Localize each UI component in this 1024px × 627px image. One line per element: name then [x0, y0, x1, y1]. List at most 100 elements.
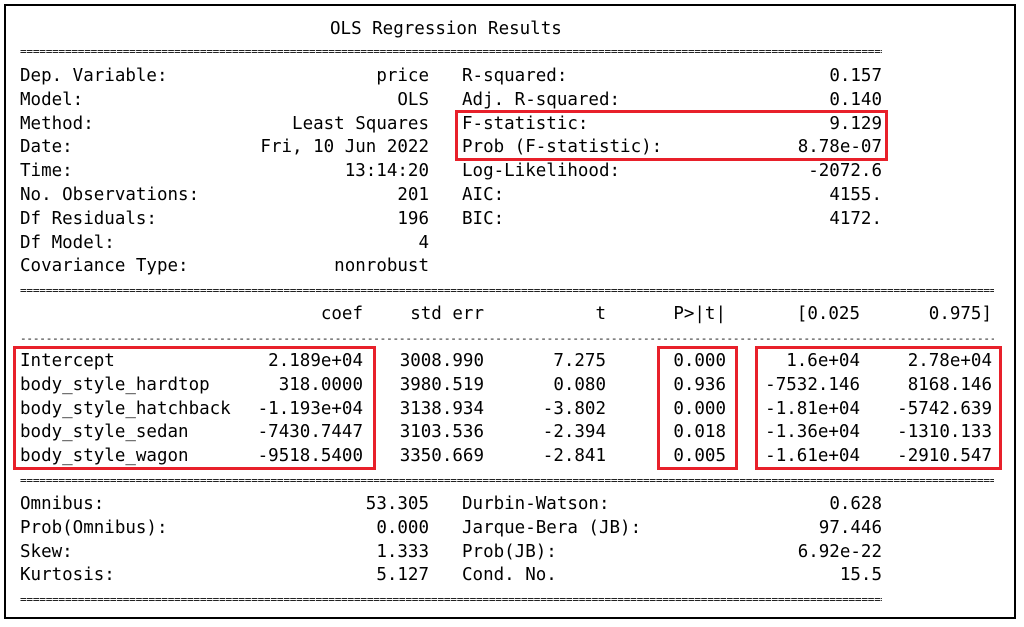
coef-cell-p: 0.018: [673, 422, 726, 443]
summary-left-value: nonrobust: [334, 256, 429, 277]
highlight-coef-box: [13, 346, 376, 470]
rule-top-1: ========================================…: [20, 46, 882, 58]
coef-cell-p: 0.000: [673, 398, 726, 419]
coef-cell-ci-low: -1.81e+04: [765, 398, 860, 419]
summary-right-label: F-statistic:: [462, 113, 589, 134]
summary-left-label: Dep. Variable:: [20, 66, 168, 86]
diag-left-label: Omnibus:: [20, 494, 105, 514]
summary-right-value: 0.140: [829, 89, 882, 110]
summary-right-value: 0.157: [829, 66, 882, 86]
coef-cell-ci-high: -1310.133: [897, 422, 992, 443]
diag-right-label: Durbin-Watson:: [462, 494, 610, 514]
summary-left-value: OLS: [397, 89, 429, 110]
summary-left-value: 13:14:20: [344, 161, 429, 182]
coef-header-cell: [0.025: [796, 304, 860, 324]
coef-header-cell: P>|t|: [673, 304, 726, 324]
rule-bottom: ========================================…: [20, 594, 882, 606]
coef-cell-coef: -9518.5400: [257, 446, 363, 467]
diag-right-value: 6.92e-22: [797, 541, 882, 562]
highlight-pvalue-box: [657, 346, 738, 470]
summary-left-label: Df Residuals:: [20, 208, 157, 229]
summary-left-value: Least Squares: [292, 113, 429, 134]
diag-right-label: Jarque-Bera (JB):: [462, 517, 642, 538]
diag-left-value: 5.127: [376, 565, 429, 586]
coef-cell-t: -2.841: [542, 446, 606, 467]
coef-cell-coef: -1.193e+04: [257, 398, 363, 419]
coef-row-name: body_style_sedan: [20, 422, 189, 443]
coef-cell-p: 0.936: [673, 374, 726, 395]
coef-header-cell: 0.975]: [928, 304, 992, 324]
summary-right-label: Log-Likelihood:: [462, 161, 621, 182]
rule-dash-1: ----------------------------------------…: [20, 333, 994, 345]
summary-left-label: No. Observations:: [20, 185, 200, 205]
diag-right-label: Prob(JB):: [462, 541, 557, 562]
coef-cell-ci-low: 1.6e+04: [786, 351, 860, 371]
summary-right-value: 8.78e-07: [797, 137, 882, 158]
summary-left-value: price: [376, 66, 429, 86]
diag-right-value: 97.446: [818, 517, 882, 538]
diag-left-value: 53.305: [365, 494, 429, 514]
summary-left-value: 4: [418, 232, 429, 253]
summary-right-label: AIC:: [462, 185, 505, 205]
coef-cell-coef: 2.189e+04: [268, 351, 363, 371]
coef-cell-std-err: 3008.990: [399, 351, 484, 371]
summary-right-value: 9.129: [829, 113, 882, 134]
diag-right-label: Cond. No.: [462, 565, 557, 586]
summary-left-value: 201: [397, 185, 429, 205]
summary-left-label: Date:: [20, 137, 73, 158]
coef-row-name: body_style_wagon: [20, 446, 189, 467]
coef-cell-coef: -7430.7447: [257, 422, 363, 443]
coef-cell-coef: 318.0000: [278, 374, 363, 395]
coef-cell-p: 0.005: [673, 446, 726, 467]
highlight-f-statistic-box: [455, 110, 888, 161]
coef-header-cell: std err: [410, 304, 484, 324]
coef-row-name: body_style_hardtop: [20, 374, 210, 395]
coef-cell-std-err: 3103.536: [399, 422, 484, 443]
page-title: OLS Regression Results: [330, 19, 562, 39]
coef-cell-ci-low: -1.36e+04: [765, 422, 860, 443]
coef-cell-ci-high: -2910.547: [897, 446, 992, 467]
diag-right-value: 15.5: [839, 565, 882, 586]
regression-output-panel: [4, 4, 1016, 619]
rule-mid-1: ========================================…: [20, 285, 994, 297]
summary-left-value: Fri, 10 Jun 2022: [260, 137, 429, 158]
diag-left-value: 1.333: [376, 541, 429, 562]
summary-right-value: -2072.6: [808, 161, 882, 182]
diag-right-value: 0.628: [829, 494, 882, 514]
coef-cell-t: 0.080: [553, 374, 606, 395]
coef-header-cell: coef: [320, 304, 363, 324]
coef-header-cell: t: [595, 304, 606, 324]
summary-left-label: Df Model:: [20, 232, 115, 253]
summary-left-label: Time:: [20, 161, 73, 182]
summary-right-label: Adj. R-squared:: [462, 89, 621, 110]
coef-cell-ci-low: -1.61e+04: [765, 446, 860, 467]
summary-right-label: R-squared:: [462, 66, 568, 86]
coef-cell-t: -3.802: [542, 398, 606, 419]
coef-cell-std-err: 3350.669: [399, 446, 484, 467]
coef-cell-std-err: 3980.519: [399, 374, 484, 395]
diag-left-label: Prob(Omnibus):: [20, 517, 168, 538]
summary-right-value: 4172.: [829, 208, 882, 229]
coef-row-name: body_style_hatchback: [20, 398, 231, 419]
coef-cell-t: -2.394: [542, 422, 606, 443]
summary-left-label: Model:: [20, 89, 84, 110]
diag-left-value: 0.000: [376, 517, 429, 538]
coef-cell-t: 7.275: [553, 351, 606, 371]
highlight-conf-int-box: [755, 346, 1002, 470]
coef-cell-std-err: 3138.934: [399, 398, 484, 419]
summary-left-label: Covariance Type:: [20, 256, 189, 277]
coef-cell-ci-low: -7532.146: [765, 374, 860, 395]
coef-cell-ci-high: 2.78e+04: [907, 351, 992, 371]
summary-left-label: Method:: [20, 113, 94, 134]
coef-cell-ci-high: 8168.146: [907, 374, 992, 395]
diag-left-label: Skew:: [20, 541, 73, 562]
coef-cell-p: 0.000: [673, 351, 726, 371]
coef-cell-ci-high: -5742.639: [897, 398, 992, 419]
summary-right-value: 4155.: [829, 185, 882, 205]
rule-mid-2: ========================================…: [20, 475, 994, 487]
coef-row-name: Intercept: [20, 351, 115, 371]
summary-right-label: BIC:: [462, 208, 505, 229]
summary-left-value: 196: [397, 208, 429, 229]
diag-left-label: Kurtosis:: [20, 565, 115, 586]
summary-right-label: Prob (F-statistic):: [462, 137, 663, 158]
